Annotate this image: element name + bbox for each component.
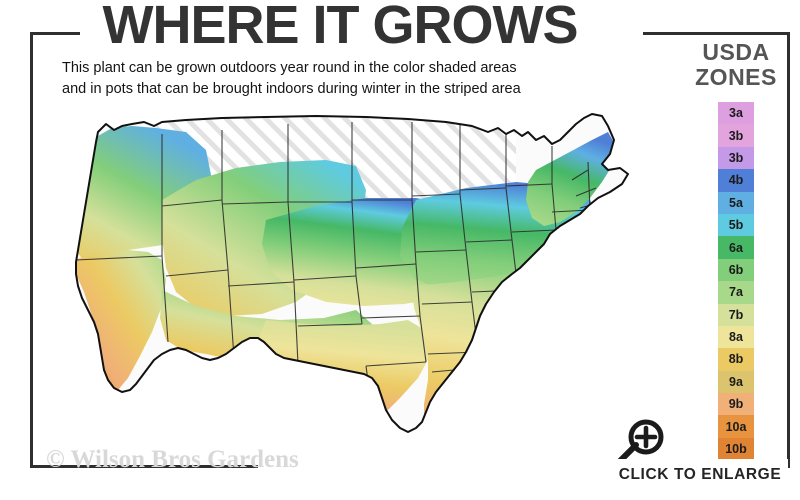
frame-border-top-left [30,32,80,35]
subtitle-line-2: and in pots that can be brought indoors … [62,81,521,97]
watermark-credit: © Wilson Bros Gardens [46,446,299,473]
legend-swatch-list: 3a 3b 3b 4b 5a 5b 6a 6b 7a 7b 8a 8b 9a 9b 10a 10b [690,102,782,461]
legend-swatch-8a: 8a [718,325,754,349]
usda-zones-legend: USDA ZONES 3a 3b 3b 4b 5a 5b 6a 6b 7a 7b 8a 8b 9a 9b 1… [690,40,782,461]
legend-swatch-3b: 3b [718,124,754,147]
enlarge-label-background [598,459,788,479]
legend-swatch-3b: 3b [718,146,754,170]
map-outline [75,113,629,433]
legend-swatch-7a: 7a [718,281,754,304]
legend-swatch-3a: 3a [718,102,754,125]
legend-swatch-5b: 5b [718,213,754,237]
frame-border-top-right [643,32,790,35]
legend-swatch-9b: 9b [718,393,754,416]
legend-swatch-10a: 10a [718,415,754,438]
click-to-enlarge-label[interactable]: CLICK TO ENLARGE [618,466,782,483]
map-landmass [76,114,628,432]
page-title: WHERE IT GROWS [102,0,579,55]
legend-swatch-10b: 10b [718,437,754,461]
legend-swatch-7b: 7b [718,303,754,326]
legend-title-line-1: USDA [702,39,770,65]
frame-border-left [30,32,33,468]
legend-swatch-4b: 4b [718,169,754,192]
frame-border-right [787,32,790,468]
frame-border-bottom-left [30,465,258,468]
subtitle: This plant can be grown outdoors year ro… [62,58,672,100]
legend-swatch-5a: 5a [718,191,754,214]
legend-swatch-6b: 6b [718,258,754,282]
legend-title-line-2: ZONES [695,64,777,90]
subtitle-line-1: This plant can be grown outdoors year ro… [62,60,517,76]
usda-zone-map[interactable] [36,110,676,460]
legend-swatch-9a: 9a [718,370,754,394]
legend-title: USDA ZONES [690,40,782,90]
legend-swatch-6a: 6a [718,236,754,259]
legend-swatch-8b: 8b [718,348,754,371]
